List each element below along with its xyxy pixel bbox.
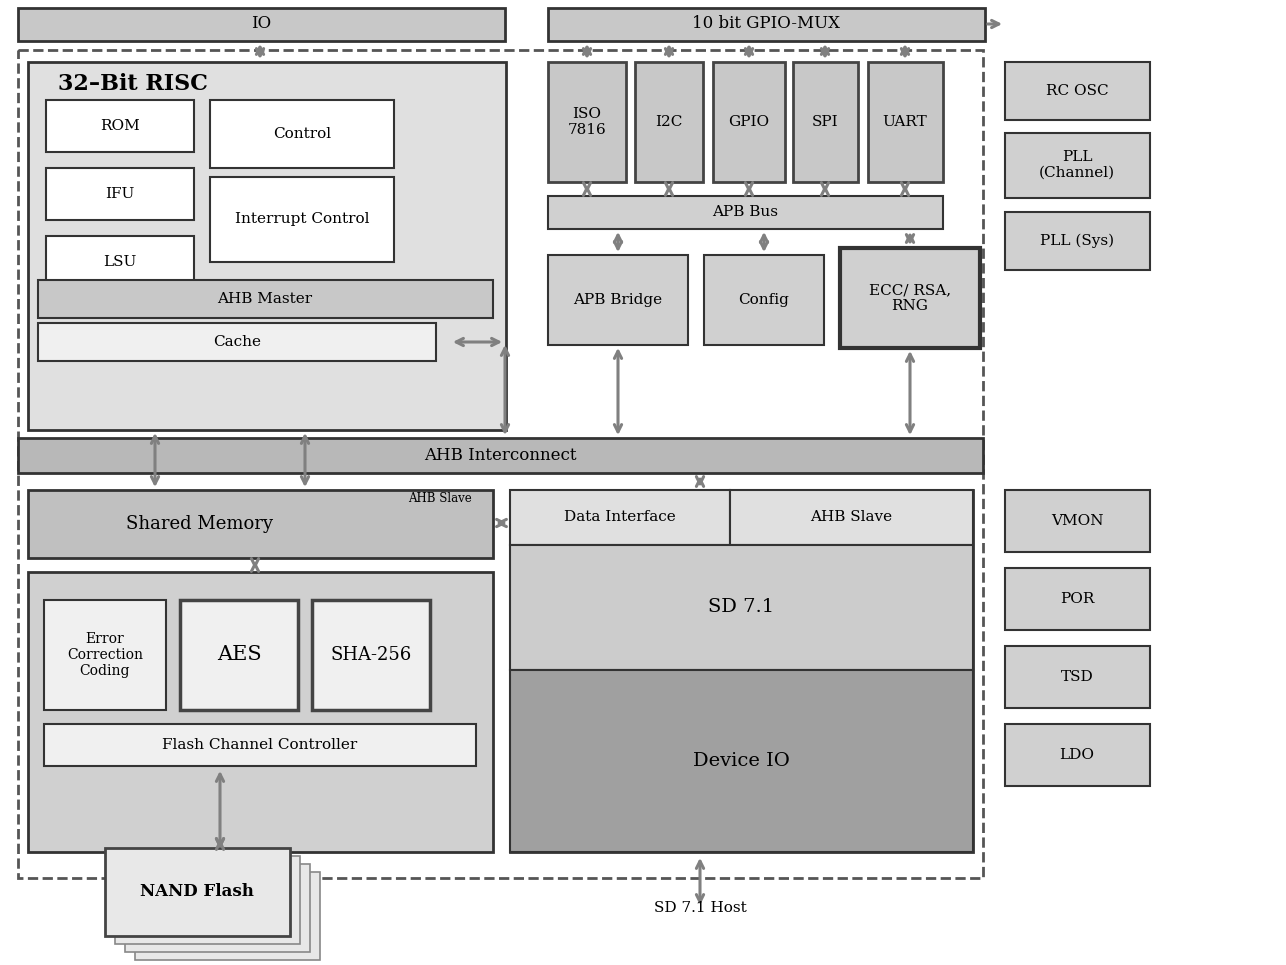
Text: ISO
7816: ISO 7816: [567, 107, 607, 137]
FancyBboxPatch shape: [44, 600, 166, 710]
FancyBboxPatch shape: [1004, 568, 1150, 630]
Text: Shared Memory: Shared Memory: [126, 515, 274, 533]
Text: Data Interface: Data Interface: [565, 510, 676, 524]
FancyBboxPatch shape: [840, 248, 980, 348]
FancyBboxPatch shape: [46, 100, 194, 152]
FancyBboxPatch shape: [868, 62, 943, 182]
Text: AES: AES: [216, 646, 261, 665]
FancyBboxPatch shape: [703, 255, 824, 345]
Text: ROM: ROM: [100, 119, 140, 133]
Text: Device IO: Device IO: [693, 752, 790, 770]
Text: 10 bit GPIO-MUX: 10 bit GPIO-MUX: [692, 15, 840, 33]
FancyBboxPatch shape: [511, 670, 974, 852]
FancyBboxPatch shape: [105, 848, 291, 936]
FancyBboxPatch shape: [28, 572, 493, 852]
Text: LSU: LSU: [103, 255, 136, 269]
Text: SD 7.1 Host: SD 7.1 Host: [653, 901, 746, 915]
Text: PLL
(Channel): PLL (Channel): [1039, 150, 1115, 180]
FancyBboxPatch shape: [1004, 62, 1150, 120]
FancyBboxPatch shape: [511, 490, 974, 852]
FancyBboxPatch shape: [635, 62, 703, 182]
FancyBboxPatch shape: [548, 255, 688, 345]
Text: Interrupt Control: Interrupt Control: [235, 212, 369, 226]
Text: SHA-256: SHA-256: [331, 646, 412, 664]
Text: IFU: IFU: [105, 187, 135, 201]
FancyBboxPatch shape: [28, 62, 505, 430]
Text: Error
Correction
Coding: Error Correction Coding: [67, 632, 143, 678]
FancyBboxPatch shape: [312, 600, 430, 710]
Text: Control: Control: [273, 127, 331, 141]
FancyBboxPatch shape: [46, 236, 194, 288]
FancyBboxPatch shape: [28, 490, 493, 558]
FancyBboxPatch shape: [548, 62, 626, 182]
Text: AHB Slave: AHB Slave: [810, 510, 892, 524]
Text: Flash Channel Controller: Flash Channel Controller: [162, 738, 358, 752]
FancyBboxPatch shape: [1004, 212, 1150, 270]
FancyBboxPatch shape: [18, 438, 983, 473]
Text: APB Bridge: APB Bridge: [574, 293, 662, 307]
FancyBboxPatch shape: [114, 856, 300, 944]
FancyBboxPatch shape: [511, 490, 730, 545]
FancyBboxPatch shape: [548, 8, 985, 41]
Text: PLL (Sys): PLL (Sys): [1040, 234, 1114, 248]
Text: 32–Bit RISC: 32–Bit RISC: [58, 73, 208, 95]
FancyBboxPatch shape: [39, 280, 493, 318]
Text: TSD: TSD: [1061, 670, 1093, 684]
Text: LDO: LDO: [1060, 748, 1094, 762]
FancyBboxPatch shape: [793, 62, 858, 182]
Text: GPIO: GPIO: [728, 115, 769, 129]
FancyBboxPatch shape: [511, 545, 974, 670]
FancyBboxPatch shape: [210, 100, 394, 168]
Text: RC OSC: RC OSC: [1046, 84, 1109, 98]
Text: AHB Master: AHB Master: [217, 292, 312, 306]
FancyBboxPatch shape: [44, 724, 476, 766]
Text: ECC/ RSA,
RNG: ECC/ RSA, RNG: [869, 283, 952, 313]
FancyBboxPatch shape: [1004, 490, 1150, 552]
Text: Cache: Cache: [213, 335, 261, 349]
Text: I2C: I2C: [656, 115, 683, 129]
Text: VMON: VMON: [1051, 514, 1103, 528]
Text: IO: IO: [251, 15, 271, 33]
Text: NAND Flash: NAND Flash: [140, 884, 253, 900]
FancyBboxPatch shape: [135, 872, 320, 960]
FancyBboxPatch shape: [730, 490, 974, 545]
FancyBboxPatch shape: [1004, 724, 1150, 786]
Text: SD 7.1: SD 7.1: [707, 598, 774, 616]
Text: POR: POR: [1060, 592, 1094, 606]
Text: UART: UART: [882, 115, 927, 129]
FancyBboxPatch shape: [712, 62, 784, 182]
Text: AHB Slave: AHB Slave: [408, 491, 472, 505]
Text: Config: Config: [738, 293, 790, 307]
FancyBboxPatch shape: [1004, 646, 1150, 708]
Text: APB Bus: APB Bus: [712, 205, 778, 219]
FancyBboxPatch shape: [1004, 133, 1150, 198]
Text: SPI: SPI: [811, 115, 838, 129]
FancyBboxPatch shape: [210, 177, 394, 262]
FancyBboxPatch shape: [180, 600, 298, 710]
FancyBboxPatch shape: [548, 196, 943, 229]
FancyBboxPatch shape: [46, 168, 194, 220]
Text: AHB Interconnect: AHB Interconnect: [424, 447, 576, 463]
FancyBboxPatch shape: [18, 8, 505, 41]
FancyBboxPatch shape: [125, 864, 310, 952]
FancyBboxPatch shape: [39, 323, 436, 361]
